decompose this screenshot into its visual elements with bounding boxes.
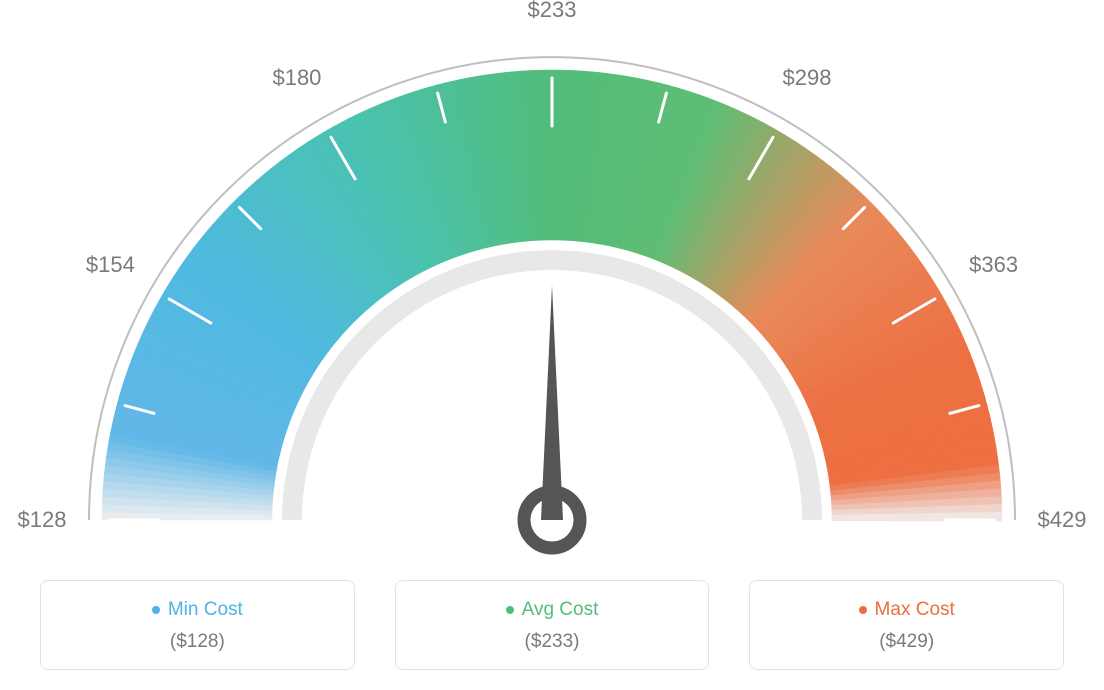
legend-dot-min	[152, 606, 160, 614]
gauge-tick-label: $154	[86, 252, 135, 278]
legend-label-avg: Avg Cost	[522, 599, 599, 621]
legend-card-min: Min Cost ($128)	[40, 580, 355, 670]
legend-value-max: ($429)	[760, 631, 1053, 653]
legend-dot-max	[859, 606, 867, 614]
gauge-chart: $128 $154 $180 $233 $298 $363 $429	[0, 0, 1104, 560]
legend-label-max: Max Cost	[875, 599, 955, 621]
legend-title-avg: Avg Cost	[506, 599, 599, 621]
gauge-tick-label: $298	[783, 65, 832, 91]
legend-title-max: Max Cost	[859, 599, 955, 621]
gauge-tick-label: $429	[1038, 507, 1087, 533]
legend-value-min: ($128)	[51, 631, 344, 653]
legend-title-min: Min Cost	[152, 599, 243, 621]
legend-value-avg: ($233)	[406, 631, 699, 653]
legend-card-max: Max Cost ($429)	[749, 580, 1064, 670]
legend-card-avg: Avg Cost ($233)	[395, 580, 710, 670]
legend-row: Min Cost ($128) Avg Cost ($233) Max Cost…	[0, 580, 1104, 670]
legend-dot-avg	[506, 606, 514, 614]
gauge-svg	[0, 0, 1104, 560]
gauge-tick-label: $180	[272, 65, 321, 91]
legend-label-min: Min Cost	[168, 599, 243, 621]
gauge-tick-label: $363	[969, 252, 1018, 278]
gauge-tick-label: $233	[528, 0, 577, 23]
gauge-tick-label: $128	[18, 507, 67, 533]
